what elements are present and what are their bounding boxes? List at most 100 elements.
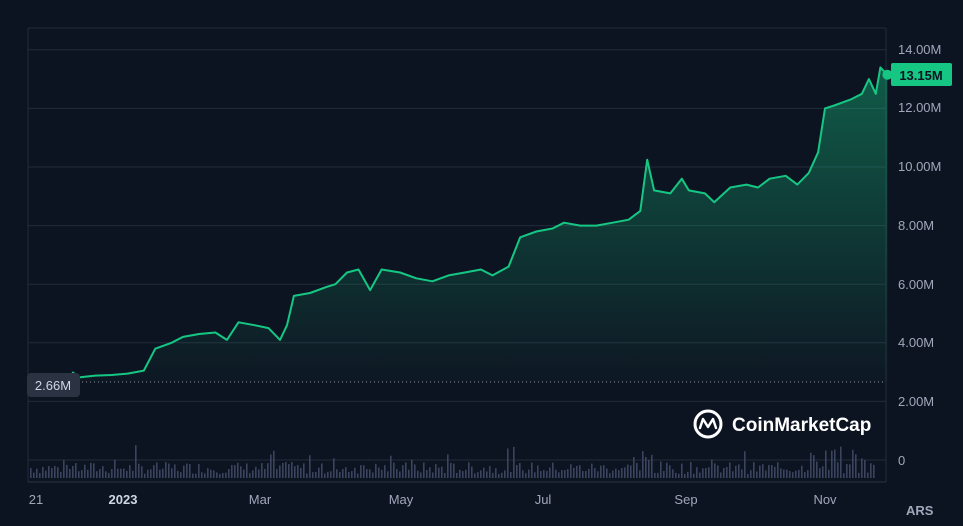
volume-bar xyxy=(45,470,47,478)
volume-bar xyxy=(384,465,386,478)
volume-bar xyxy=(642,451,644,478)
volume-bar xyxy=(243,469,245,478)
volume-bar xyxy=(666,462,668,478)
y-axis: 14.00M 12.00M 10.00M 8.00M 6.00M 4.00M 2… xyxy=(898,42,941,468)
volume-bar xyxy=(186,463,188,478)
volume-bar xyxy=(672,469,674,478)
volume-bar xyxy=(633,457,635,478)
volume-bar xyxy=(324,473,326,478)
volume-bar xyxy=(357,473,359,478)
volume-bar xyxy=(846,464,848,478)
volume-bar xyxy=(174,464,176,478)
volume-bar xyxy=(417,470,419,478)
volume-bar xyxy=(399,471,401,478)
volume-bar xyxy=(48,466,50,478)
volume-bar xyxy=(444,472,446,478)
volume-bar xyxy=(72,465,74,478)
volume-bar xyxy=(816,461,818,478)
volume-bar xyxy=(690,462,692,478)
volume-bar xyxy=(825,450,827,478)
volume-bar xyxy=(279,465,281,478)
volume-bar xyxy=(501,472,503,478)
volume-bar xyxy=(486,471,488,478)
volume-bar xyxy=(489,466,491,478)
y-tick-label: 14.00M xyxy=(898,42,941,57)
volume-bar xyxy=(813,455,815,478)
volume-bar xyxy=(159,469,161,478)
volume-bar xyxy=(342,468,344,478)
volume-bar xyxy=(114,459,116,478)
volume-bar xyxy=(111,469,113,478)
y-tick-label: 4.00M xyxy=(898,335,934,350)
volume-bar xyxy=(90,462,92,478)
volume-bar xyxy=(378,467,380,478)
y-tick-label: 0 xyxy=(898,453,905,468)
volume-bar xyxy=(228,469,230,478)
volume-bar xyxy=(789,471,791,478)
volume-bar xyxy=(153,465,155,478)
volume-bar xyxy=(171,468,173,478)
volume-bar xyxy=(219,473,221,478)
volume-bar xyxy=(849,464,851,478)
volume-bar xyxy=(303,463,305,478)
volume-bar xyxy=(420,472,422,478)
volume-bar xyxy=(462,471,464,478)
volume-bar xyxy=(735,465,737,478)
volume-bar xyxy=(504,470,506,478)
coinmarketcap-logo-icon xyxy=(693,409,723,439)
volume-bar xyxy=(648,459,650,478)
volume-bar xyxy=(252,470,254,478)
volume-bar xyxy=(822,466,824,478)
volume-bar xyxy=(306,473,308,478)
volume-bar xyxy=(411,459,413,478)
volume-bars xyxy=(30,445,875,478)
watermark-text: CoinMarketCap xyxy=(732,415,871,436)
volume-bar xyxy=(225,472,227,478)
volume-bar xyxy=(387,471,389,478)
volume-bar xyxy=(78,471,80,478)
volume-bar xyxy=(468,462,470,478)
volume-bar xyxy=(810,452,812,478)
currency-label: ARS xyxy=(906,503,934,518)
volume-bar xyxy=(93,463,95,478)
volume-bar xyxy=(783,469,785,478)
volume-bar xyxy=(183,465,185,478)
volume-bar xyxy=(801,465,803,478)
volume-bar xyxy=(381,469,383,478)
volume-bar xyxy=(726,467,728,478)
volume-bar xyxy=(222,472,224,478)
volume-bar xyxy=(795,470,797,478)
volume-bar xyxy=(234,465,236,478)
volume-bar xyxy=(396,469,398,478)
volume-bar xyxy=(309,455,311,478)
volume-bar xyxy=(393,462,395,478)
y-tick-label: 12.00M xyxy=(898,100,941,115)
volume-bar xyxy=(510,471,512,478)
volume-bar xyxy=(60,471,62,478)
volume-bar xyxy=(753,462,755,478)
volume-bar xyxy=(315,471,317,478)
volume-bar xyxy=(714,463,716,478)
volume-bar xyxy=(312,472,314,478)
volume-bar xyxy=(39,473,41,478)
volume-bar xyxy=(591,463,593,478)
volume-bar xyxy=(627,464,629,478)
volume-bar xyxy=(465,469,467,478)
volume-bar xyxy=(549,467,551,478)
price-area-fill xyxy=(72,67,888,383)
volume-bar xyxy=(471,466,473,478)
volume-bar xyxy=(765,470,767,478)
volume-bar xyxy=(516,464,518,478)
volume-bar xyxy=(180,472,182,478)
volume-bar xyxy=(837,462,839,478)
volume-bar xyxy=(366,469,368,478)
volume-bar xyxy=(105,471,107,478)
volume-bar xyxy=(621,468,623,478)
volume-bar xyxy=(759,465,761,478)
volume-bar xyxy=(138,463,140,478)
volume-bar xyxy=(327,471,329,478)
volume-bar xyxy=(291,461,293,478)
volume-bar xyxy=(498,473,500,478)
volume-bar xyxy=(600,465,602,478)
volume-bar xyxy=(87,469,89,478)
